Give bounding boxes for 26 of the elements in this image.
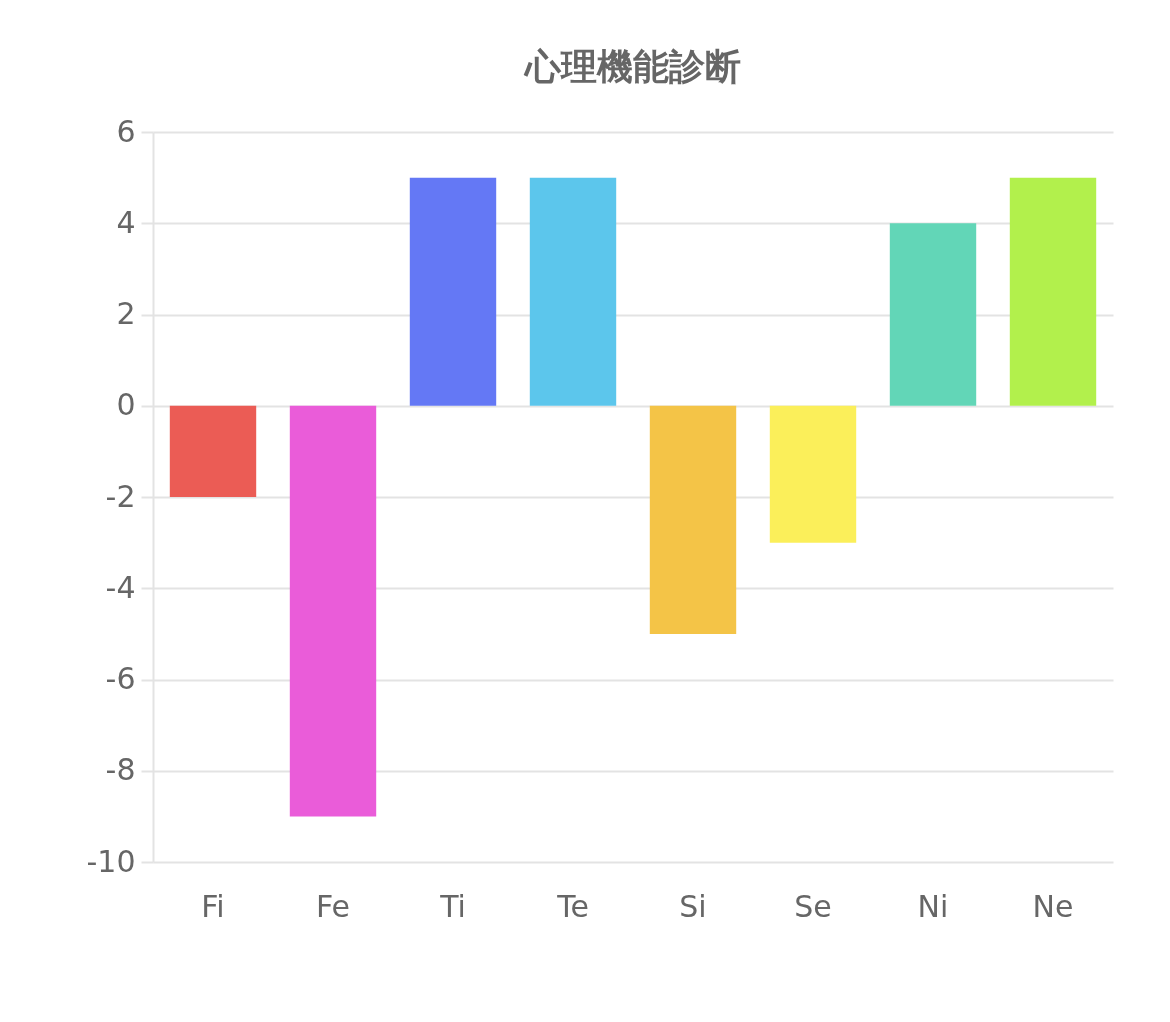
bar <box>169 405 257 497</box>
y-tick-label: -6 <box>105 661 136 696</box>
x-tick-label: Fe <box>315 888 351 924</box>
y-tick-label: 0 <box>116 387 136 423</box>
bar <box>649 405 737 634</box>
y-tick-label: -10 <box>86 843 136 879</box>
x-tick-label: Se <box>794 888 832 924</box>
y-tick-label: 2 <box>116 296 136 331</box>
bar <box>409 177 497 406</box>
x-tick-label: Ni <box>917 888 949 924</box>
x-tick-label: Ti <box>439 888 466 924</box>
x-tick-label: Te <box>556 888 589 924</box>
y-tick-label: -2 <box>105 478 136 514</box>
y-tick-label: 6 <box>116 113 136 149</box>
x-tick-label: Si <box>679 888 707 924</box>
bar <box>1009 177 1097 406</box>
bar <box>769 405 857 543</box>
x-tick-label: Fi <box>201 888 225 924</box>
y-tick-label: -8 <box>105 752 136 788</box>
chart-title: 心理機能診断 <box>523 46 741 87</box>
bar <box>889 223 977 406</box>
y-tick-label: -4 <box>105 569 136 605</box>
bar <box>289 405 377 817</box>
y-tick-label: 4 <box>116 204 136 240</box>
bar <box>529 177 617 406</box>
x-tick-label: Ne <box>1032 888 1074 924</box>
